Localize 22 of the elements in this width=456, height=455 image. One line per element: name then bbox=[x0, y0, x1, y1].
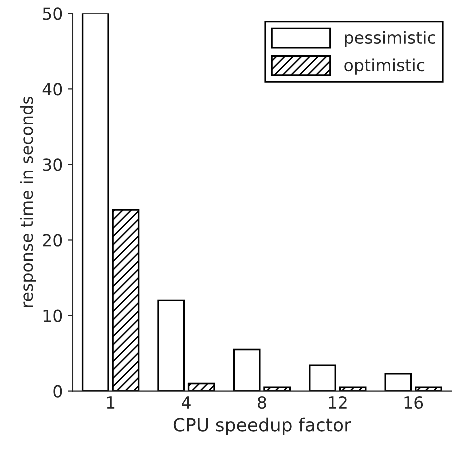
x-tick-label: 4 bbox=[182, 396, 191, 409]
x-tick-label: 8 bbox=[258, 396, 266, 410]
y-tick-label: 30 bbox=[43, 158, 62, 172]
x-axis-title: CPU speedup factor bbox=[174, 418, 352, 436]
legend-label: pessimistic bbox=[345, 31, 436, 48]
x-tick-label: 1 bbox=[107, 396, 115, 409]
bar bbox=[82, 14, 110, 392]
legend-label: optimistic bbox=[344, 58, 425, 75]
bar bbox=[158, 300, 186, 392]
y-tick-label: 0 bbox=[54, 385, 62, 398]
bar bbox=[233, 348, 261, 392]
bar bbox=[188, 382, 216, 392]
y-tick-label: 40 bbox=[42, 83, 62, 96]
y-tick-label: 50 bbox=[43, 8, 62, 20]
bar bbox=[112, 209, 140, 392]
y-axis-title: response time in seconds bbox=[20, 97, 36, 308]
y-tick-label: 20 bbox=[43, 234, 62, 247]
x-tick-label: 16 bbox=[404, 396, 424, 410]
bar bbox=[309, 364, 336, 392]
y-tick-label: 10 bbox=[44, 310, 62, 322]
bar bbox=[384, 373, 412, 392]
x-tick-label: 12 bbox=[329, 396, 347, 409]
